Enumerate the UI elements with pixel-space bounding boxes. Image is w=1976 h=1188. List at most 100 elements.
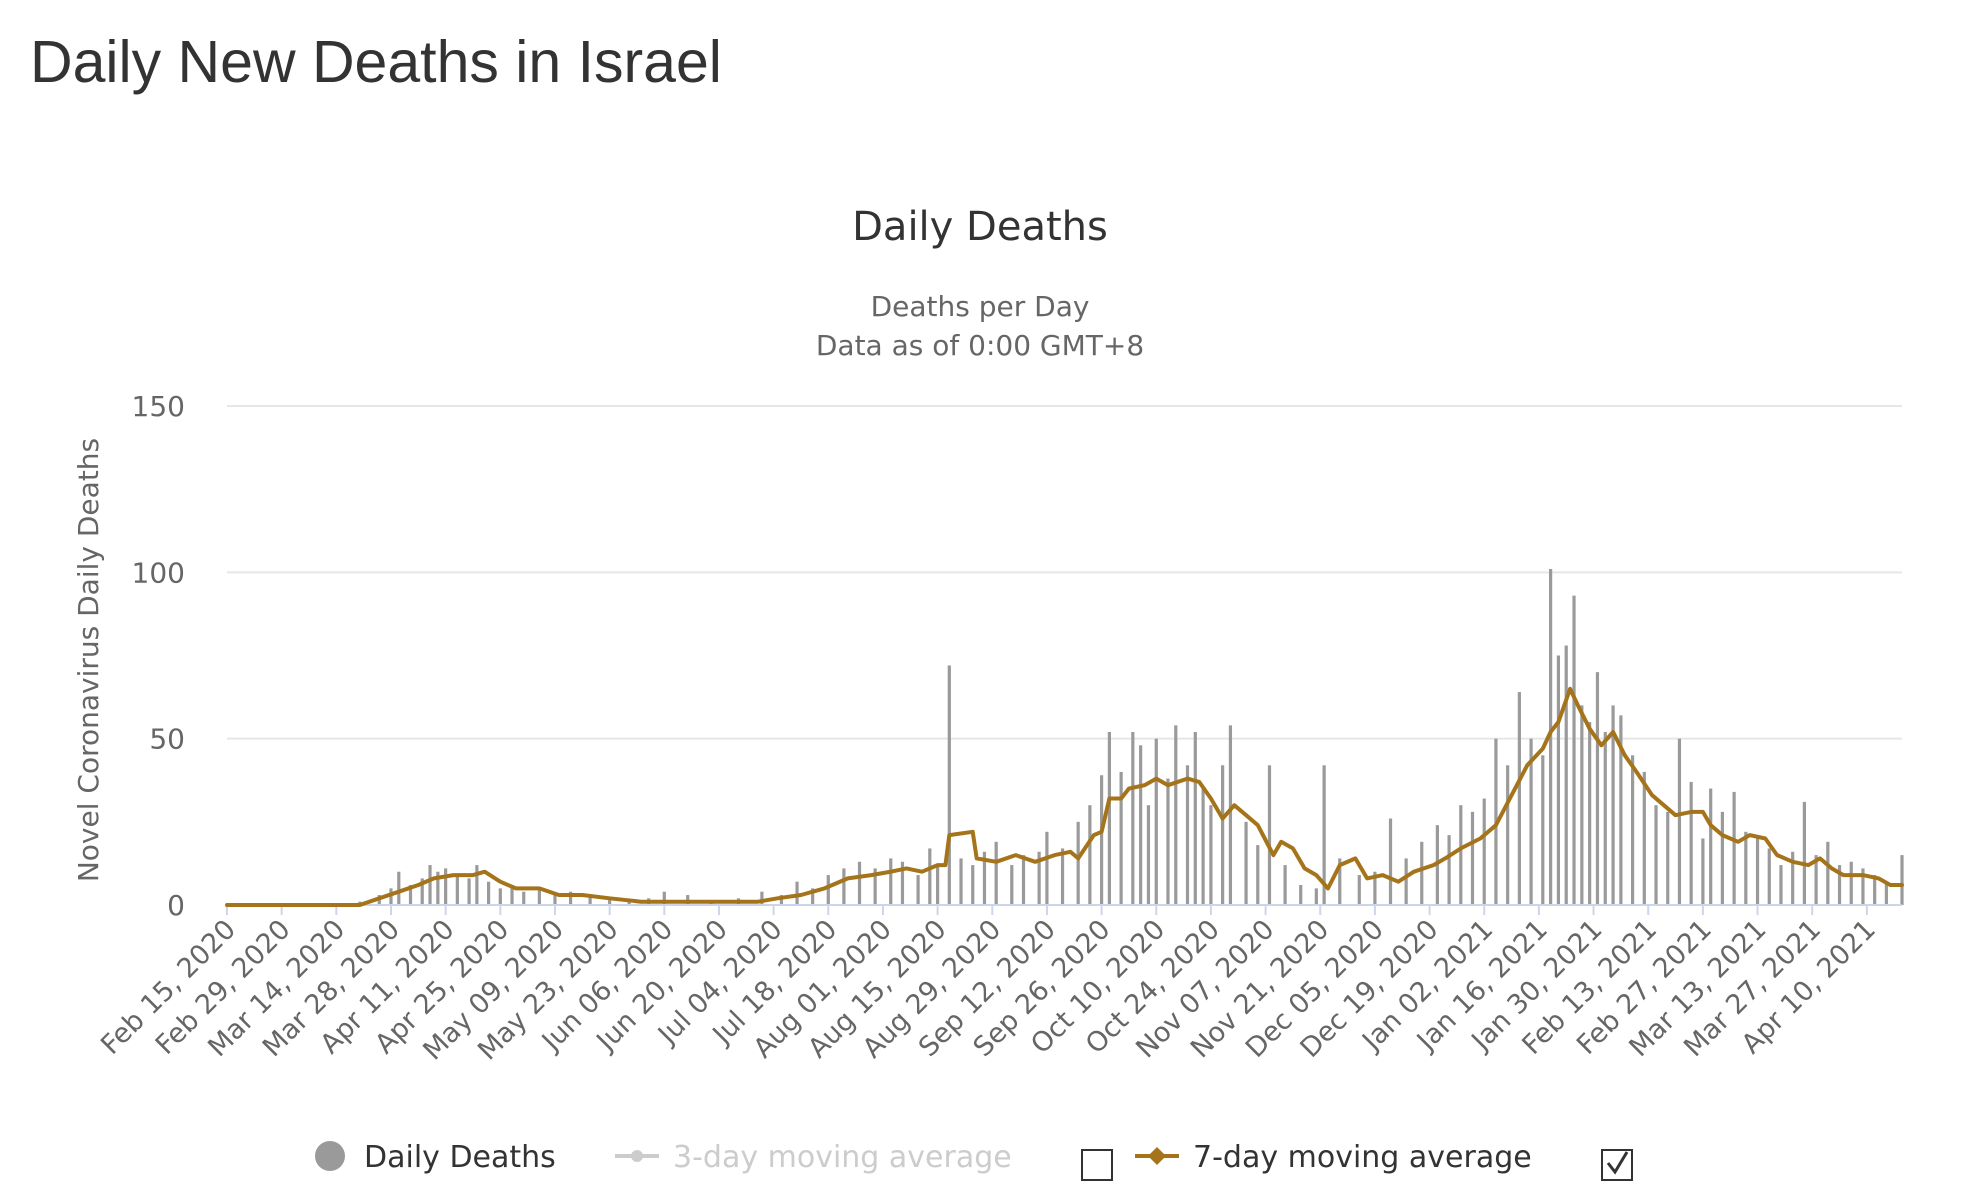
bar <box>1837 865 1842 905</box>
legend-7day-average-checkbox[interactable] <box>1601 1149 1633 1181</box>
bar <box>608 898 612 905</box>
bar <box>873 868 877 905</box>
bar <box>1228 725 1233 905</box>
bar <box>1256 845 1260 905</box>
bar <box>994 841 998 905</box>
legend-3day-average-label: 3-day moving average <box>673 1140 1012 1175</box>
bar <box>444 868 448 905</box>
legend-7day-average-label: 7-day moving average <box>1193 1140 1532 1175</box>
bar <box>1732 791 1736 905</box>
y-axis-tick-labels: 0 50 100 150 <box>132 390 185 922</box>
y-axis-title: Novel Coronavirus Daily Deaths <box>72 438 105 882</box>
bar <box>857 861 862 905</box>
bar <box>1131 732 1135 905</box>
y-tick-label: 100 <box>132 556 185 589</box>
bar <box>1588 722 1592 905</box>
bar <box>1060 848 1065 905</box>
bar <box>1267 765 1272 905</box>
bar <box>1209 805 1213 905</box>
seven-day-average-line <box>225 686 1904 907</box>
bar <box>1549 569 1553 905</box>
bar <box>662 891 666 905</box>
bar <box>1814 855 1818 905</box>
y-tick-label: 0 <box>167 889 185 922</box>
bar <box>1373 871 1377 905</box>
bar <box>1642 771 1646 905</box>
bar <box>916 875 920 905</box>
bar <box>1529 738 1533 905</box>
bar <box>1517 692 1521 905</box>
bar <box>397 871 401 905</box>
bar <box>971 865 975 905</box>
bar <box>779 895 784 905</box>
bar <box>1447 835 1451 905</box>
bar <box>486 881 491 905</box>
bar <box>1580 705 1584 905</box>
bar <box>1482 798 1486 905</box>
bar <box>1459 805 1463 905</box>
bar <box>1861 868 1865 905</box>
bar <box>588 895 592 905</box>
moving-average-lines <box>225 686 1904 907</box>
bar <box>1221 765 1225 905</box>
legend-item-daily-deaths[interactable]: Daily Deaths <box>315 1140 556 1175</box>
bar <box>1654 805 1658 905</box>
bar <box>1611 705 1615 905</box>
bar <box>1185 765 1190 905</box>
bar <box>1299 885 1303 905</box>
bar <box>1119 771 1123 905</box>
bar <box>1338 858 1342 905</box>
bar <box>1689 781 1693 905</box>
bar <box>1322 765 1326 905</box>
bar <box>1755 838 1760 905</box>
daily-deaths-bars <box>358 569 1904 905</box>
bar <box>1010 865 1014 905</box>
bar <box>1357 875 1361 905</box>
page-title: Daily New Deaths in Israel <box>30 29 722 95</box>
legend: Daily Deaths 3-day moving average 7-day … <box>315 1140 1633 1181</box>
bar <box>959 858 963 905</box>
bar <box>1021 855 1026 905</box>
bar <box>1107 732 1112 905</box>
bar <box>1076 821 1080 905</box>
y-tick-label: 50 <box>149 723 185 756</box>
legend-item-7day-average[interactable]: 7-day moving average <box>1135 1140 1532 1175</box>
bar <box>408 885 413 905</box>
y-tick-label: 150 <box>132 390 185 423</box>
legend-3day-average-marker <box>631 1150 643 1162</box>
bar <box>1595 672 1600 905</box>
bar <box>1174 725 1178 905</box>
bar <box>947 665 951 905</box>
bar <box>1826 841 1830 905</box>
bar <box>1564 645 1568 905</box>
bar <box>1404 858 1408 905</box>
bar <box>1388 818 1393 905</box>
bar <box>900 861 905 905</box>
bar <box>889 858 893 905</box>
bar <box>795 881 799 905</box>
bar <box>760 891 764 905</box>
bar <box>1767 848 1771 905</box>
legend-item-3day-average[interactable]: 3-day moving average <box>615 1140 1012 1175</box>
chart-subtitle-line-2: Data as of 0:00 GMT+8 <box>816 329 1144 362</box>
bar <box>428 865 432 905</box>
bar <box>1744 831 1748 905</box>
bar <box>1630 755 1635 905</box>
legend-3day-average-checkbox[interactable] <box>1081 1149 1113 1181</box>
legend-7day-average-diamond-marker <box>1148 1147 1166 1165</box>
bar <box>1201 788 1205 905</box>
chart-title: Daily Deaths <box>852 204 1108 250</box>
bar <box>1556 655 1561 905</box>
bar <box>811 888 815 905</box>
x-axis-ticks <box>226 905 1868 915</box>
bar <box>1037 851 1041 905</box>
bar <box>826 875 830 905</box>
bar <box>1849 861 1853 905</box>
bar <box>1154 738 1158 905</box>
bar <box>537 888 541 905</box>
y-gridlines <box>227 405 1902 740</box>
bar <box>1619 715 1623 905</box>
bar <box>982 851 987 905</box>
